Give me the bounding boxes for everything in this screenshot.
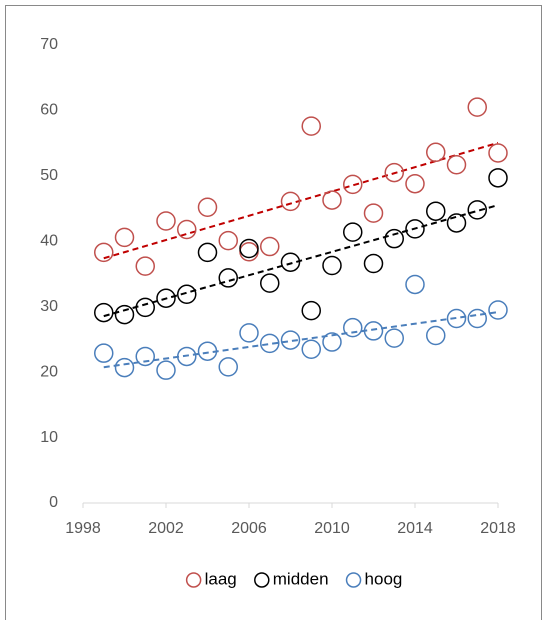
x-tick-label: 2014 (397, 520, 433, 537)
x-tick-label: 2010 (314, 520, 350, 537)
marker (177, 284, 197, 305)
trend-line (103, 204, 499, 318)
marker (322, 332, 342, 352)
y-tick-label: 60 (40, 102, 58, 119)
marker (446, 213, 467, 233)
marker (156, 211, 176, 231)
marker (363, 253, 384, 274)
marker (343, 174, 363, 195)
marker (135, 256, 155, 276)
marker (426, 325, 446, 346)
marker (177, 219, 197, 240)
legend-label: midden (273, 569, 329, 588)
trend-line (103, 141, 499, 260)
marker (426, 201, 446, 221)
trend-line (103, 311, 499, 369)
marker (156, 288, 176, 308)
marker (343, 222, 363, 242)
marker (94, 302, 114, 323)
marker (94, 343, 114, 363)
marker (405, 274, 425, 295)
marker (446, 154, 467, 175)
y-tick-label: 40 (40, 233, 58, 250)
marker (488, 168, 508, 188)
marker (426, 142, 446, 163)
marker (114, 227, 135, 248)
x-tick-label: 2018 (480, 520, 516, 537)
marker (363, 203, 384, 223)
marker (301, 300, 321, 321)
marker (384, 328, 404, 348)
y-tick-label: 0 (49, 494, 58, 511)
marker (280, 191, 301, 212)
x-tick-label: 1998 (65, 520, 101, 537)
marker (280, 330, 301, 350)
marker (322, 255, 342, 276)
marker (177, 346, 197, 367)
marker (197, 242, 218, 263)
marker (467, 308, 487, 329)
marker (260, 273, 280, 293)
y-tick-label: 10 (40, 429, 58, 446)
marker (405, 219, 425, 239)
marker (488, 143, 508, 163)
legend-label: laag (205, 569, 237, 588)
marker (135, 297, 155, 318)
marker (218, 268, 238, 288)
y-tick-label: 70 (40, 36, 58, 53)
marker (218, 230, 238, 251)
y-tick-label: 20 (40, 363, 58, 380)
marker (405, 173, 425, 194)
marker (363, 321, 384, 341)
marker (218, 357, 238, 377)
marker (384, 228, 404, 249)
marker (301, 116, 321, 136)
marker (301, 339, 321, 359)
legend-label: hoog (365, 569, 403, 588)
marker (135, 346, 155, 367)
marker (239, 238, 259, 259)
y-tick-label: 30 (40, 298, 58, 315)
marker (384, 162, 404, 183)
marker (197, 197, 218, 218)
legend-marker (345, 572, 362, 588)
legend-marker (254, 572, 270, 588)
y-tick-label: 50 (40, 167, 58, 184)
legend-marker (185, 572, 202, 588)
marker (156, 360, 176, 380)
marker (467, 97, 487, 117)
marker (197, 341, 218, 361)
marker (343, 317, 363, 338)
marker (280, 252, 301, 272)
marker (488, 300, 508, 320)
marker (114, 357, 135, 378)
marker (322, 190, 342, 210)
marker (94, 242, 114, 263)
marker (446, 308, 467, 329)
marker (260, 236, 280, 257)
chart-border (5, 5, 542, 620)
marker (114, 304, 135, 325)
x-tick-label: 2006 (231, 520, 267, 537)
marker (239, 323, 259, 343)
marker (467, 200, 487, 220)
marker (260, 333, 280, 354)
x-tick-label: 2002 (148, 520, 184, 537)
